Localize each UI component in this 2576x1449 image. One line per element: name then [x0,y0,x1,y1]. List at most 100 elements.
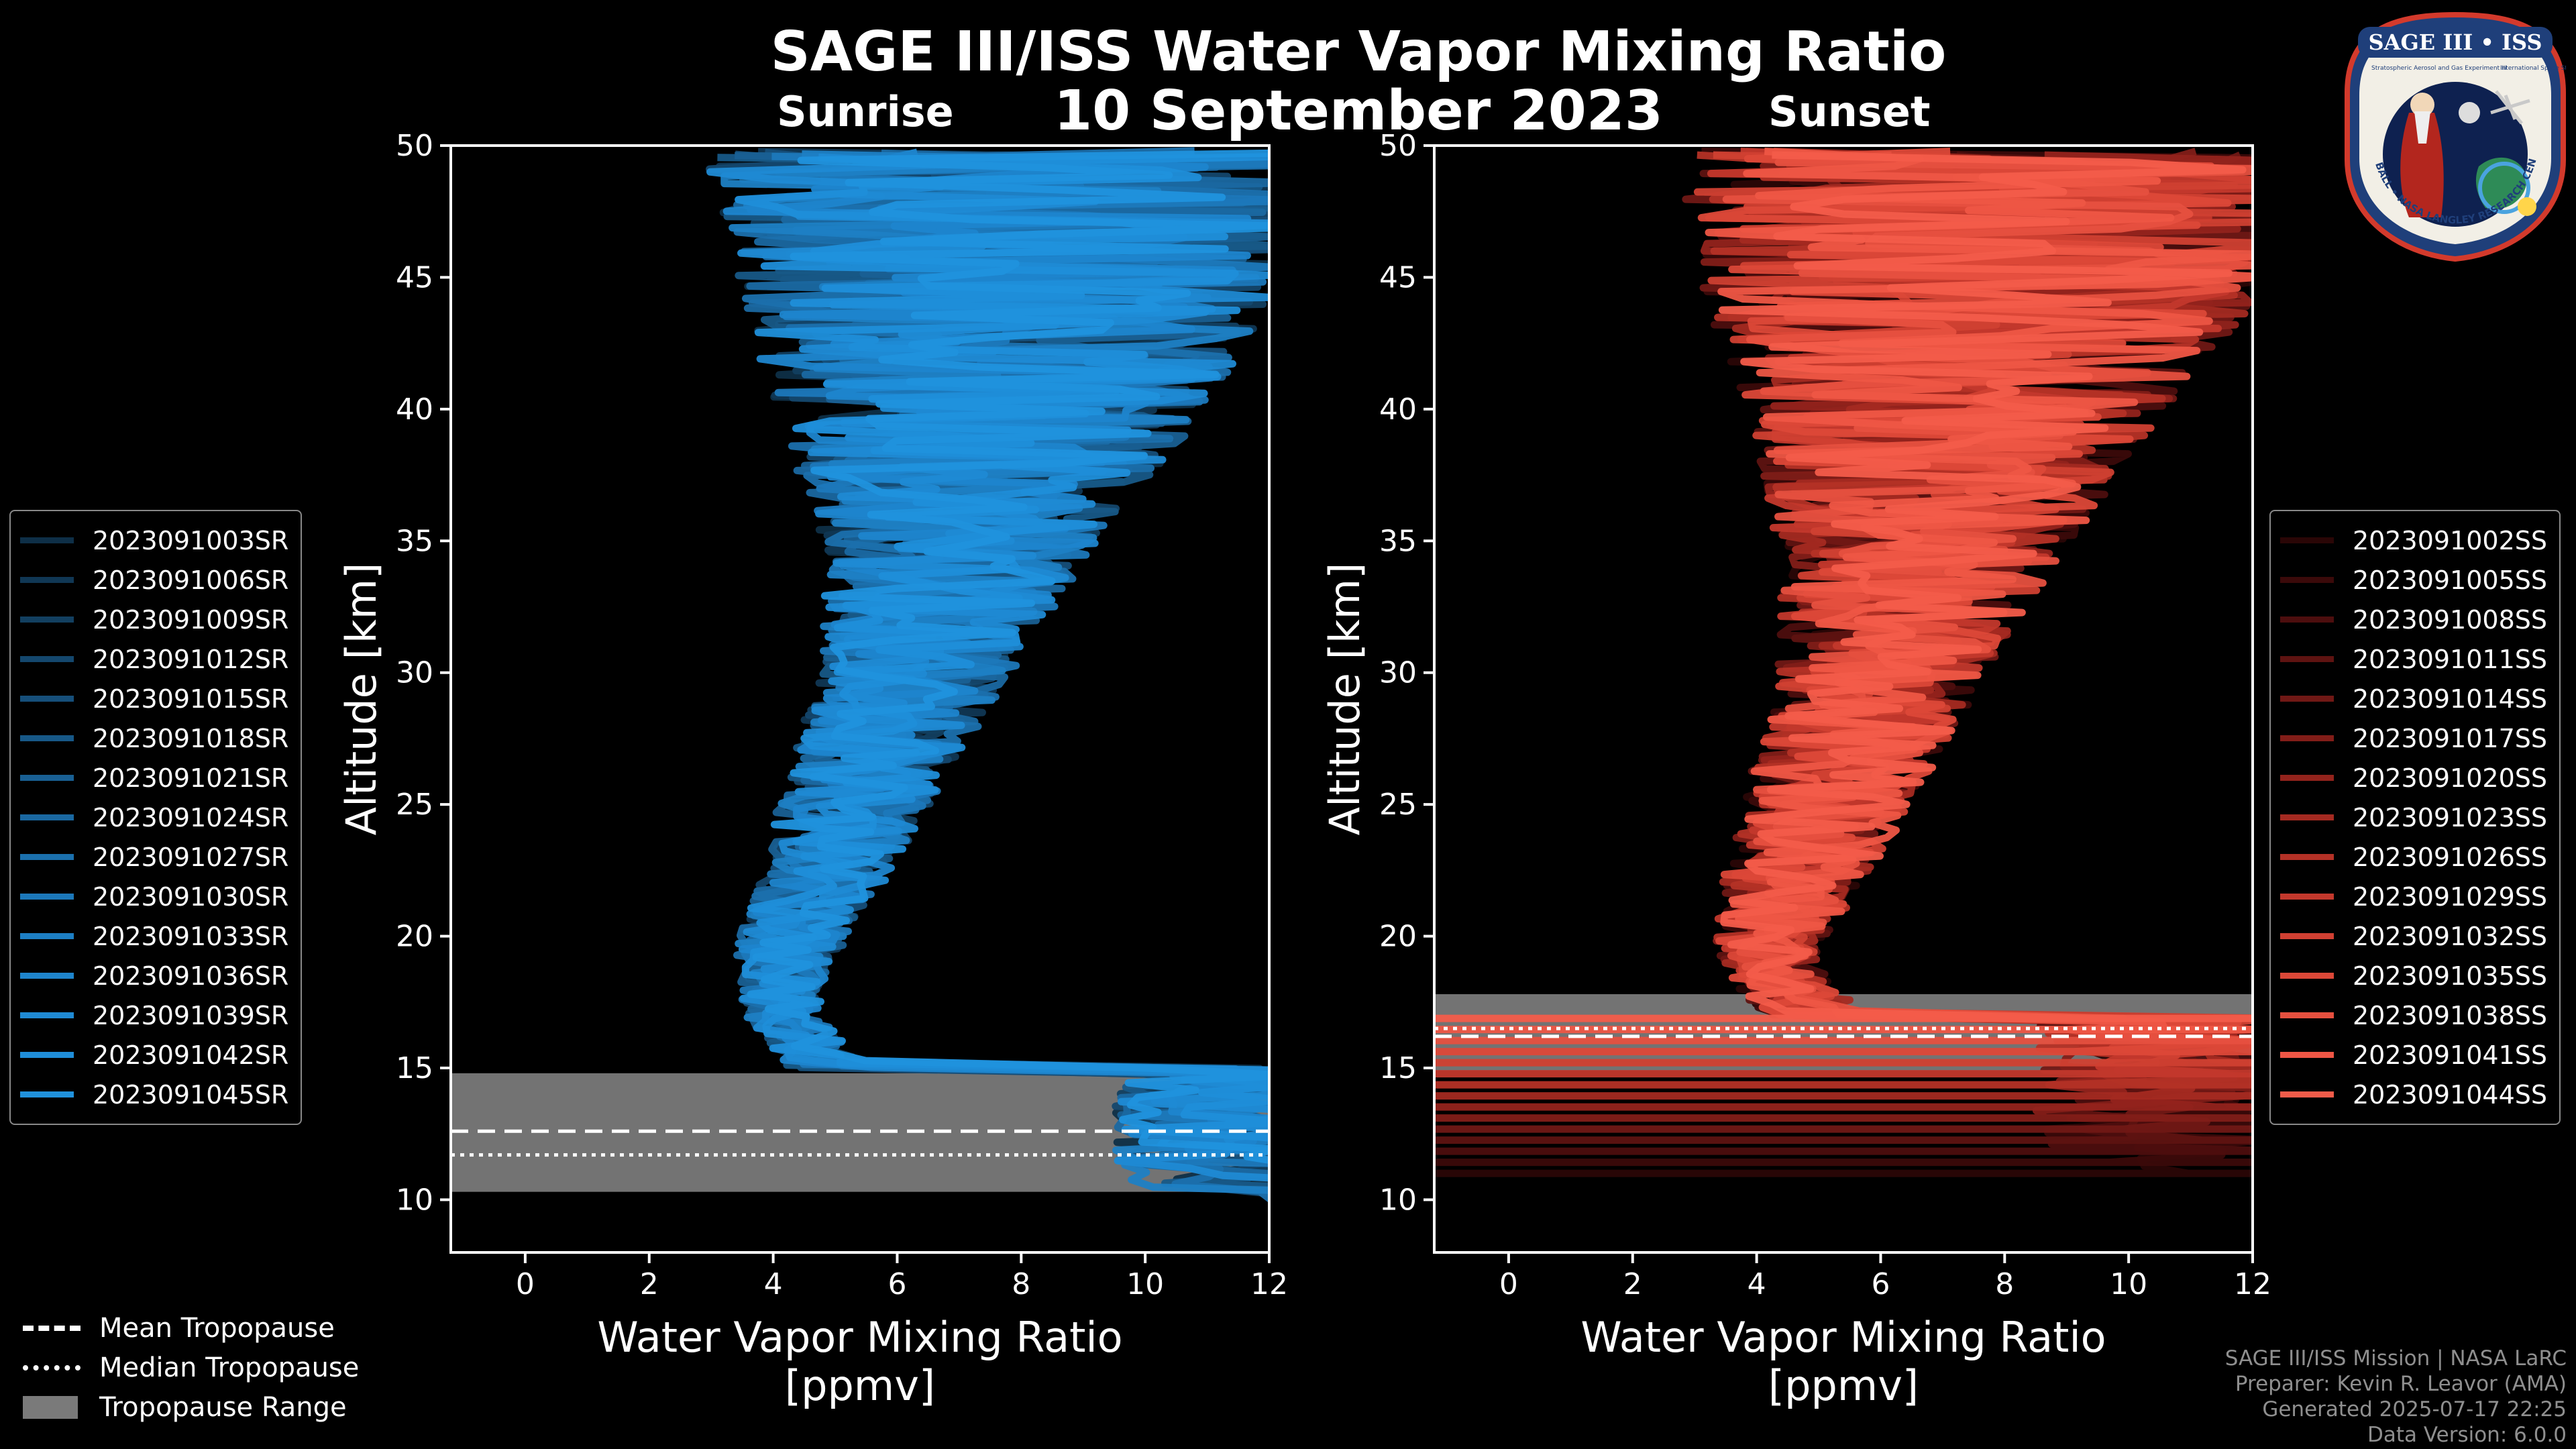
legend-item-2023091012SR: 2023091012SR [20,639,288,679]
legend-swatch-2023091003SR [20,537,74,543]
sage-iss-mission-badge: SAGE III • ISS Stratospheric Aerosol and… [2345,12,2566,262]
sunset-legend: 2023091002SS 2023091005SS 2023091008SS 2023… [2269,510,2561,1125]
legend-item-2023091035SS: 2023091035SS [2280,956,2547,996]
sunrise-x-tick-label-8: 8 [1012,1267,1030,1301]
sunset-plot-area [1434,148,2253,1177]
tropopause-legend: Mean Tropopause Median Tropopause Tropop… [23,1308,359,1427]
legend-item-2023091003SR: 2023091003SR [20,521,288,560]
sunset-panel-title: Sunset [1768,87,1931,136]
legend-label-2023091012SR: 2023091012SR [93,644,289,674]
badge-name-plate [2358,27,2553,58]
legend-label-2023091035SS: 2023091035SS [2353,961,2548,991]
legend-label-2023091002SS: 2023091002SS [2353,525,2548,555]
legend-swatch-2023091020SS [2280,775,2334,781]
legend-swatch-2023091036SR [20,973,74,979]
legend-label-2023091036SR: 2023091036SR [93,961,289,991]
sunset-y-tick-label-30: 30 [1379,656,1417,690]
sunset-x-tick-label-4: 4 [1748,1267,1766,1301]
legend-swatch-2023091033SR [20,933,74,939]
wizard-robe-icon [2400,113,2444,217]
sunset-x-tick-label-8: 8 [1995,1267,2014,1301]
sunrise-plot-area [451,147,1269,1203]
legend-swatch-2023091009SR [20,616,74,623]
legend-swatch-2023091024SR [20,814,74,820]
legend-label-2023091015SR: 2023091015SR [93,684,289,714]
legend-item-2023091014SS: 2023091014SS [2280,679,2547,718]
legend-swatch-2023091030SR [20,894,74,900]
sunset-y-axis-label: Altitude [km] [1320,563,1369,836]
legend-label-2023091042SR: 2023091042SR [93,1040,289,1070]
chart-title: SAGE III/ISS Water Vapor Mixing Ratio [770,20,1947,84]
sunrise-y-tick-label-50: 50 [396,129,433,163]
tropopause-range-label: Tropopause Range [99,1391,347,1423]
sunrise-y-axis-label: Altitude [km] [337,563,386,836]
legend-label-2023091018SR: 2023091018SR [93,723,289,753]
sunset-x-axis-label-line-1: [ppmv] [1768,1361,1919,1410]
legend-swatch-2023091026SS [2280,854,2334,860]
legend-swatch-2023091045SR [20,1091,74,1097]
legend-item-2023091042SR: 2023091042SR [20,1035,288,1075]
legend-item-2023091020SS: 2023091020SS [2280,758,2547,798]
legend-label-2023091032SS: 2023091032SS [2353,921,2548,951]
legend-swatch-2023091039SR [20,1012,74,1018]
legend-item-2023091038SS: 2023091038SS [2280,996,2547,1035]
sunrise-y-tick-label-15: 15 [396,1051,433,1085]
legend-item-2023091011SS: 2023091011SS [2280,639,2547,679]
tropopause-range-legend-item: Tropopause Range [23,1387,359,1427]
legend-item-2023091018SR: 2023091018SR [20,718,288,758]
sunrise-x-tick-label-10: 10 [1126,1267,1164,1301]
legend-item-2023091006SR: 2023091006SR [20,560,288,600]
footer-mission: SAGE III/ISS Mission | NASA LaRC [2224,1346,2567,1371]
legend-label-2023091038SS: 2023091038SS [2353,1000,2548,1030]
legend-label-2023091011SS: 2023091011SS [2353,644,2548,674]
legend-label-2023091041SS: 2023091041SS [2353,1040,2548,1070]
sunrise-x-tick-label-6: 6 [888,1267,906,1301]
legend-swatch-2023091002SS [2280,537,2334,543]
footer-version: Data Version: 6.0.0 [2367,1423,2567,1447]
legend-swatch-2023091006SR [20,577,74,583]
sunrise-y-tick-label-40: 40 [396,392,433,427]
sunrise-x-axis-label-line-0: Water Vapor Mixing Ratio [597,1313,1122,1362]
badge-station: International Space Station [2500,65,2566,72]
earth-limb-icon [2478,162,2530,214]
sunset-x-tick-label-0: 0 [1499,1267,1518,1301]
legend-swatch-2023091008SS [2280,616,2334,623]
legend-swatch-2023091014SS [2280,696,2334,702]
legend-label-2023091017SS: 2023091017SS [2353,723,2548,753]
legend-item-2023091029SS: 2023091029SS [2280,877,2547,916]
sunrise-panel-title: Sunrise [777,87,954,136]
legend-swatch-2023091038SS [2280,1012,2334,1018]
legend-item-2023091041SS: 2023091041SS [2280,1035,2547,1075]
sunrise-plot-frame [449,144,1271,1254]
legend-label-2023091014SS: 2023091014SS [2353,684,2548,714]
legend-label-2023091030SR: 2023091030SR [93,881,289,912]
legend-swatch-2023091017SS [2280,735,2334,741]
sunset-x-tick-label-2: 2 [1623,1267,1642,1301]
moon-icon [2459,102,2480,123]
sunset-x-tick-label-10: 10 [2110,1267,2147,1301]
sunrise-y-tick-label-35: 35 [396,524,433,558]
legend-label-2023091003SR: 2023091003SR [93,525,289,555]
legend-item-2023091039SR: 2023091039SR [20,996,288,1035]
badge-subtitle: Stratospheric Aerosol and Gas Experiment… [2371,65,2507,72]
mean-tropopause-label: Mean Tropopause [99,1312,335,1344]
sunset-y-tick-label-15: 15 [1379,1051,1417,1085]
legend-label-2023091033SR: 2023091033SR [93,921,289,951]
median-tropopause-swatch [23,1364,80,1371]
sunrise-y-tick-label-20: 20 [396,920,433,954]
legend-swatch-2023091018SR [20,735,74,741]
legend-label-2023091020SS: 2023091020SS [2353,763,2548,793]
sunset-y-tick-label-10: 10 [1379,1183,1417,1217]
footer-credits: SAGE III/ISS Mission | NASA LaRC Prepare… [2225,1346,2567,1448]
legend-item-2023091009SR: 2023091009SR [20,600,288,639]
legend-label-2023091026SS: 2023091026SS [2353,842,2548,872]
legend-item-2023091024SR: 2023091024SR [20,798,288,837]
legend-item-2023091002SS: 2023091002SS [2280,521,2547,560]
sunrise-y-tick-label-45: 45 [396,260,433,294]
sunset-plot-frame [1433,144,2254,1254]
mean-tropopause-legend-item: Mean Tropopause [23,1308,359,1348]
sunset-x-tick-label-12: 12 [2234,1267,2271,1301]
legend-swatch-2023091035SS [2280,973,2334,979]
sunrise-y-tick-label-25: 25 [396,788,433,822]
legend-swatch-2023091021SR [20,775,74,781]
